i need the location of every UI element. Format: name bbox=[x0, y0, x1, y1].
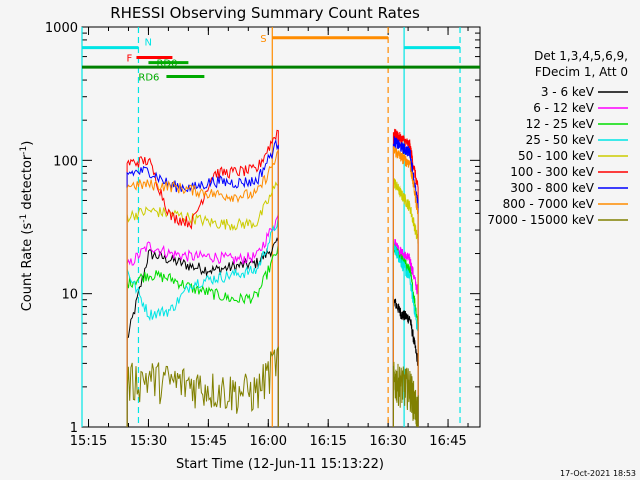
series-line bbox=[392, 240, 419, 427]
legend: 3 - 6 keV 6 - 12 keV 12 - 25 keV 25 - 50 ke… bbox=[487, 85, 628, 227]
legend-label: 300 - 800 keV bbox=[510, 181, 594, 195]
legend-header: FDecim 1, Att 0 bbox=[535, 65, 628, 79]
x-tick-label: 16:00 bbox=[250, 434, 287, 449]
night-label: N bbox=[144, 38, 151, 49]
legend-label: 25 - 50 keV bbox=[526, 133, 595, 147]
y-axis-label-part: detector bbox=[20, 154, 35, 214]
plot-frame bbox=[81, 26, 481, 428]
y-tick-label: 1000 bbox=[45, 21, 78, 36]
legend-label: 6 - 12 keV bbox=[533, 101, 595, 115]
y-tick-label: 1 bbox=[70, 421, 78, 436]
y-tick-label: 10 bbox=[61, 288, 78, 303]
x-tick-label: 16:30 bbox=[369, 434, 406, 449]
x-axis-label: Start Time (12-Jun-11 15:13:22) bbox=[176, 457, 384, 472]
legend-label: 3 - 6 keV bbox=[541, 85, 595, 99]
series-line bbox=[126, 216, 279, 427]
x-tick-label: 16:45 bbox=[429, 434, 466, 449]
legend-label: 7000 - 15000 keV bbox=[487, 213, 594, 227]
legend-label: 100 - 300 keV bbox=[510, 165, 594, 179]
series-line bbox=[126, 346, 279, 427]
series-line bbox=[392, 146, 419, 427]
legend-label: 50 - 100 keV bbox=[518, 149, 595, 163]
y-axis-label-sup: -1 bbox=[19, 214, 29, 223]
y-axis-label-part: ) bbox=[20, 141, 35, 146]
legend-label: 800 - 7000 keV bbox=[503, 197, 595, 211]
series-line bbox=[392, 128, 419, 427]
series-line bbox=[392, 178, 419, 427]
x-tick-label: 15:15 bbox=[70, 434, 107, 449]
plot-area: 1 10 100 1000 15:15 15:30 15:45 16:00 16:15 16:30… bbox=[45, 21, 481, 449]
series-line bbox=[392, 238, 419, 427]
series-line bbox=[392, 361, 419, 428]
x-tick-label: 15:45 bbox=[190, 434, 227, 449]
footer-timestamp: 17-Oct-2021 18:53 bbox=[560, 469, 636, 478]
y-axis-label-sup: -1 bbox=[19, 146, 29, 155]
saa-label: S bbox=[260, 34, 266, 45]
flare-label: F bbox=[126, 54, 132, 65]
legend-label: 12 - 25 keV bbox=[526, 117, 595, 131]
legend-header: Det 1,3,4,5,6,9, bbox=[534, 49, 628, 63]
y-tick-label: 100 bbox=[53, 154, 78, 169]
series-line bbox=[126, 129, 279, 427]
y-axis-label: Count Rate (s-1 detector-1) bbox=[19, 141, 35, 312]
x-tick-label: 16:15 bbox=[309, 434, 346, 449]
series-line bbox=[126, 148, 279, 427]
series-line bbox=[392, 295, 419, 427]
series-line bbox=[126, 237, 279, 427]
series-line bbox=[126, 214, 279, 427]
chart-title: RHESSI Observing Summary Count Rates bbox=[110, 4, 420, 22]
series-line bbox=[126, 138, 279, 427]
x-tick-label: 15:30 bbox=[130, 434, 167, 449]
rd0-label: RD0 bbox=[156, 59, 177, 70]
series-line bbox=[126, 242, 279, 427]
y-axis-label-part: Count Rate (s bbox=[20, 223, 35, 312]
rd6-label: RD6 bbox=[138, 73, 159, 84]
series-line bbox=[126, 181, 279, 427]
